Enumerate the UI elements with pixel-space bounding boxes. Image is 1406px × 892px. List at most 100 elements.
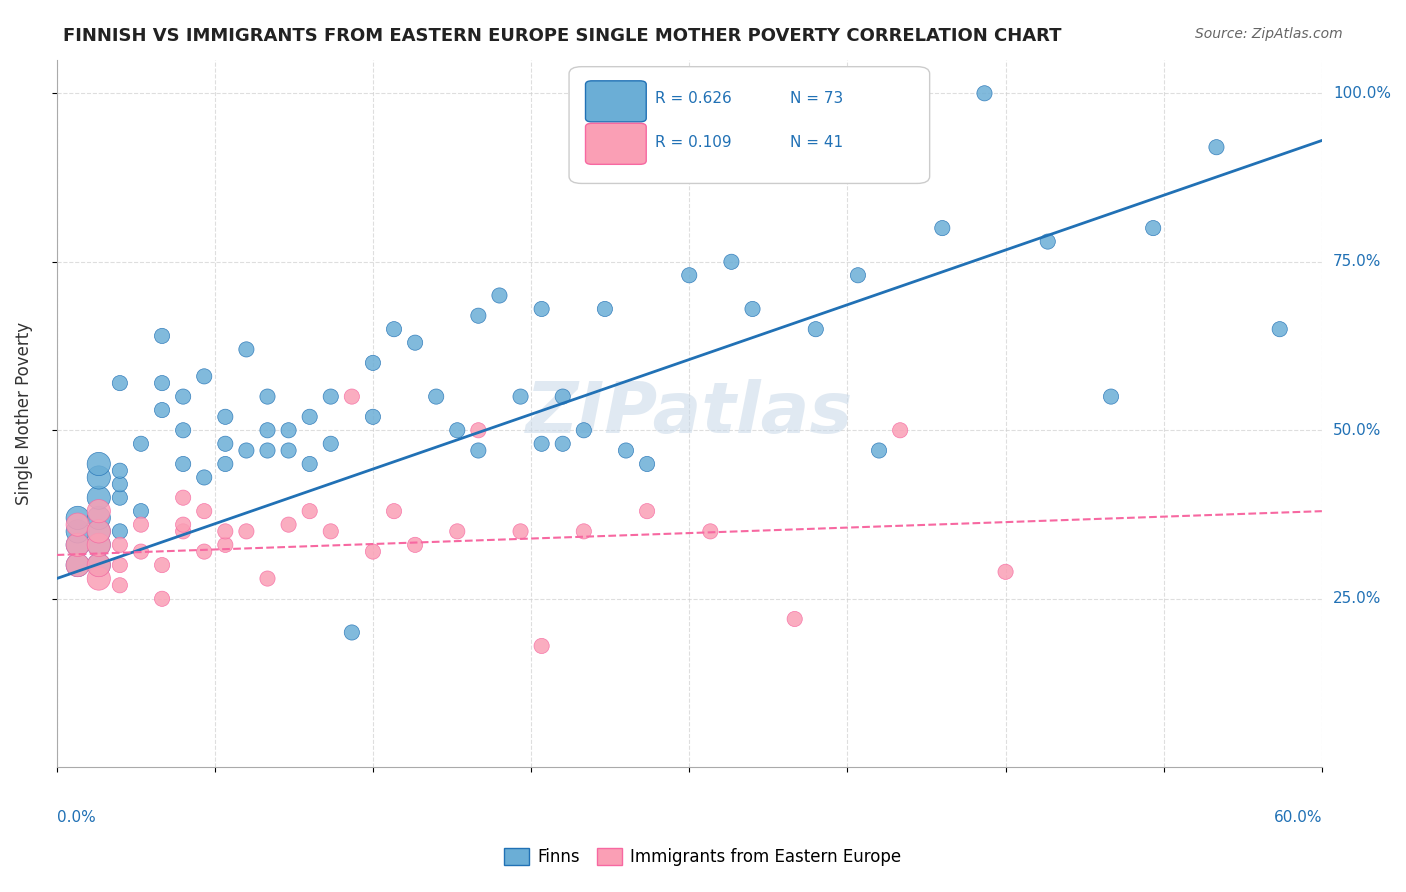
Point [108, 464, 131, 478]
Point [783, 612, 806, 626]
Point [277, 423, 299, 437]
Point [214, 457, 236, 471]
Point [509, 390, 531, 404]
Point [298, 457, 321, 471]
Point [214, 409, 236, 424]
Text: 50.0%: 50.0% [1333, 423, 1381, 438]
Point [87, 511, 110, 525]
Point [172, 517, 194, 532]
Point [298, 409, 321, 424]
Point [994, 565, 1017, 579]
Point [404, 538, 426, 552]
Point [129, 544, 152, 558]
Point [87, 524, 110, 539]
Point [720, 254, 742, 268]
FancyBboxPatch shape [585, 81, 647, 122]
Point [235, 524, 257, 539]
Point [509, 524, 531, 539]
Point [846, 268, 869, 283]
Point [277, 443, 299, 458]
Point [172, 524, 194, 539]
Point [214, 436, 236, 450]
Point [1205, 140, 1227, 154]
Text: 25.0%: 25.0% [1333, 591, 1381, 607]
Point [636, 504, 658, 518]
Point [1036, 235, 1059, 249]
Point [193, 544, 215, 558]
Point [66, 538, 89, 552]
Point [804, 322, 827, 336]
Point [150, 558, 173, 572]
Point [467, 309, 489, 323]
Point [66, 517, 89, 532]
Point [467, 423, 489, 437]
Point [172, 457, 194, 471]
Point [425, 390, 447, 404]
Point [889, 423, 911, 437]
Point [108, 538, 131, 552]
Point [636, 457, 658, 471]
Point [361, 356, 384, 370]
Point [551, 436, 574, 450]
Point [256, 443, 278, 458]
Point [530, 436, 553, 450]
Point [1142, 221, 1164, 235]
Point [66, 558, 89, 572]
Point [172, 491, 194, 505]
Point [193, 470, 215, 484]
Point [87, 504, 110, 518]
Point [214, 538, 236, 552]
Point [87, 470, 110, 484]
Point [256, 390, 278, 404]
Point [741, 301, 763, 316]
Point [319, 436, 342, 450]
Point [108, 558, 131, 572]
FancyBboxPatch shape [569, 67, 929, 184]
Point [87, 538, 110, 552]
Point [87, 538, 110, 552]
Text: 100.0%: 100.0% [1333, 86, 1391, 101]
Point [298, 504, 321, 518]
Point [108, 376, 131, 390]
Point [87, 457, 110, 471]
Point [66, 558, 89, 572]
Point [66, 511, 89, 525]
Point [129, 436, 152, 450]
Text: FINNISH VS IMMIGRANTS FROM EASTERN EUROPE SINGLE MOTHER POVERTY CORRELATION CHAR: FINNISH VS IMMIGRANTS FROM EASTERN EUROP… [63, 27, 1062, 45]
Point [108, 491, 131, 505]
Y-axis label: Single Mother Poverty: Single Mother Poverty [15, 322, 32, 505]
Point [172, 390, 194, 404]
Point [256, 572, 278, 586]
Point [614, 443, 637, 458]
Point [87, 524, 110, 539]
Point [868, 443, 890, 458]
Point [108, 578, 131, 592]
Point [530, 639, 553, 653]
Point [193, 369, 215, 384]
Point [235, 343, 257, 357]
Point [467, 443, 489, 458]
Point [593, 301, 616, 316]
Point [256, 423, 278, 437]
Point [129, 517, 152, 532]
Point [235, 443, 257, 458]
Point [277, 517, 299, 532]
Point [973, 87, 995, 101]
Point [404, 335, 426, 350]
Point [678, 268, 700, 283]
Point [488, 288, 510, 302]
Point [319, 390, 342, 404]
Point [319, 524, 342, 539]
Point [931, 221, 953, 235]
Point [150, 403, 173, 417]
Point [193, 504, 215, 518]
Point [699, 524, 721, 539]
Point [87, 558, 110, 572]
Point [783, 87, 806, 101]
Point [361, 409, 384, 424]
Point [129, 504, 152, 518]
Text: 0.0%: 0.0% [56, 810, 96, 825]
Text: ZIPatlas: ZIPatlas [526, 379, 853, 448]
Point [551, 390, 574, 404]
Point [361, 544, 384, 558]
